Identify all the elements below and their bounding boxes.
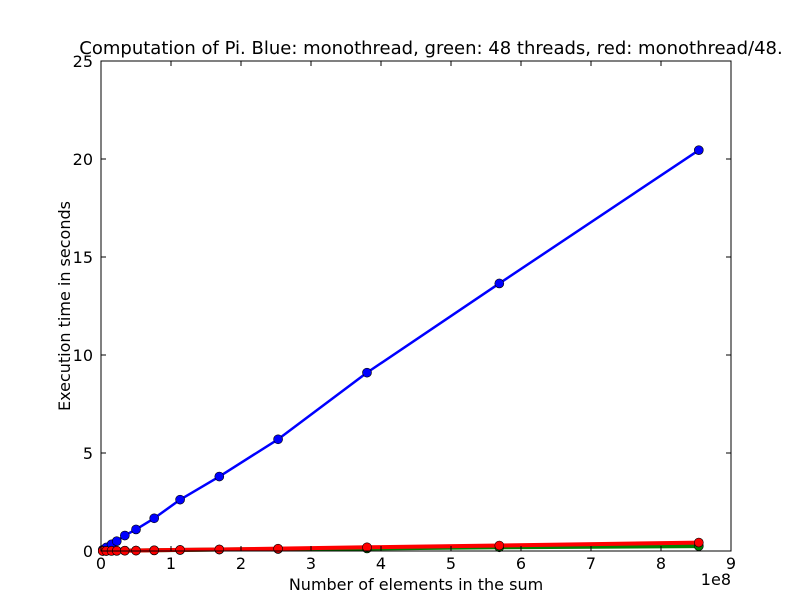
data-point <box>111 536 122 547</box>
y-tick-label: 5 <box>83 444 93 463</box>
series-line <box>102 149 700 551</box>
data-point <box>273 543 283 554</box>
x-tick-label: 8 <box>656 554 666 573</box>
data-point <box>175 494 185 505</box>
data-point <box>131 524 141 535</box>
x-tick-label: 0 <box>96 554 106 573</box>
data-point <box>693 145 704 155</box>
y-axis-ticks: 0 5 10 15 20 25 <box>73 52 731 561</box>
series-1 <box>97 145 704 555</box>
x-tick-label: 2 <box>236 554 246 573</box>
x-axis-title: Number of elements in the sum <box>289 575 543 594</box>
x-tick-label: 1 <box>166 554 176 573</box>
y-tick-label: 25 <box>73 52 93 71</box>
data-point <box>149 545 159 556</box>
y-tick-label: 20 <box>73 150 93 169</box>
data-point <box>214 471 225 482</box>
data-point <box>693 537 704 548</box>
data-point <box>494 278 505 289</box>
data-point <box>273 434 283 445</box>
x-axis-ticks: 0 1 2 3 4 5 6 7 8 9 <box>96 61 736 573</box>
y-tick-label: 10 <box>73 346 93 365</box>
x-tick-label: 5 <box>446 554 456 573</box>
axes-frame <box>100 60 732 552</box>
data-point <box>120 530 130 541</box>
x-axis-offset-label: 1e8 <box>701 570 731 589</box>
data-point <box>149 513 159 524</box>
y-tick-label: 0 <box>83 542 93 561</box>
data-point <box>362 542 372 553</box>
y-axis-title: Execution time in seconds <box>55 201 74 411</box>
data-point <box>175 545 185 555</box>
data-point <box>362 367 372 378</box>
y-tick-label: 15 <box>73 248 93 267</box>
x-tick-label: 3 <box>306 554 316 573</box>
x-tick-label: 6 <box>516 554 526 573</box>
data-point <box>214 544 225 555</box>
data-point <box>494 540 505 551</box>
x-tick-label: 4 <box>376 554 386 573</box>
x-tick-label: 7 <box>586 554 596 573</box>
plot-area <box>97 145 704 556</box>
x-tick-label: 9 <box>726 554 736 573</box>
chart-title: Computation of Pi. Blue: monothread, gre… <box>79 38 782 59</box>
